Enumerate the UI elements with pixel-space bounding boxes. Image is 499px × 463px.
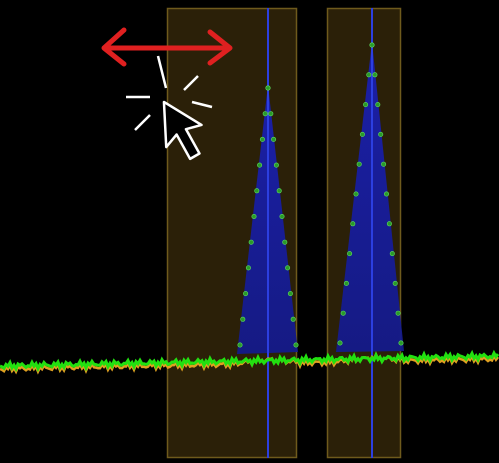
peak-point bbox=[259, 136, 265, 142]
peak-point bbox=[290, 316, 296, 322]
peak-point bbox=[395, 310, 401, 316]
peak-point bbox=[381, 161, 387, 167]
peak-area bbox=[336, 42, 404, 352]
peak-point bbox=[262, 111, 268, 117]
peak-point bbox=[340, 310, 346, 316]
peak-point bbox=[392, 280, 398, 286]
cursor-icon bbox=[162, 100, 203, 161]
peak-point bbox=[363, 102, 369, 108]
peak-point bbox=[293, 342, 299, 348]
drag-arrow-head bbox=[101, 27, 127, 67]
baseline-green bbox=[0, 349, 499, 373]
peak-point bbox=[375, 102, 381, 108]
peak-point bbox=[398, 340, 404, 346]
peak-point bbox=[347, 251, 353, 257]
peak-point bbox=[279, 214, 285, 220]
peak-point bbox=[366, 72, 372, 78]
baseline-trace bbox=[0, 349, 499, 375]
peak-point bbox=[257, 162, 263, 168]
peak-point bbox=[369, 42, 375, 48]
peak-point bbox=[251, 214, 257, 220]
peak-point bbox=[359, 131, 365, 137]
click-ray bbox=[156, 55, 168, 89]
peak-point bbox=[276, 188, 282, 194]
click-ray bbox=[183, 75, 199, 91]
peak-point bbox=[287, 291, 293, 297]
peak-point bbox=[268, 111, 274, 117]
peak-point bbox=[378, 131, 384, 137]
peak-point bbox=[273, 162, 279, 168]
peak-point bbox=[254, 188, 260, 194]
peak-point bbox=[245, 265, 251, 271]
drag-arrow-head bbox=[207, 29, 233, 66]
click-ray bbox=[134, 114, 151, 131]
peak-point bbox=[282, 239, 288, 245]
peak-point bbox=[285, 265, 291, 271]
peak-point bbox=[271, 136, 277, 142]
peak-point bbox=[383, 191, 389, 197]
peak-points bbox=[237, 42, 404, 348]
peak-point bbox=[237, 342, 243, 348]
peak-point bbox=[372, 72, 378, 78]
drag-gesture bbox=[101, 27, 233, 161]
peak-point bbox=[350, 221, 356, 227]
peak-point bbox=[243, 291, 249, 297]
peak-point bbox=[248, 239, 254, 245]
peak-point bbox=[353, 191, 359, 197]
peak-point bbox=[265, 85, 271, 91]
peak-point bbox=[337, 340, 343, 346]
peak-point bbox=[343, 280, 349, 286]
click-ray bbox=[191, 100, 213, 109]
peak-point bbox=[356, 161, 362, 167]
peak-point bbox=[240, 316, 246, 322]
peak-point bbox=[386, 221, 392, 227]
peak-point bbox=[389, 251, 395, 257]
